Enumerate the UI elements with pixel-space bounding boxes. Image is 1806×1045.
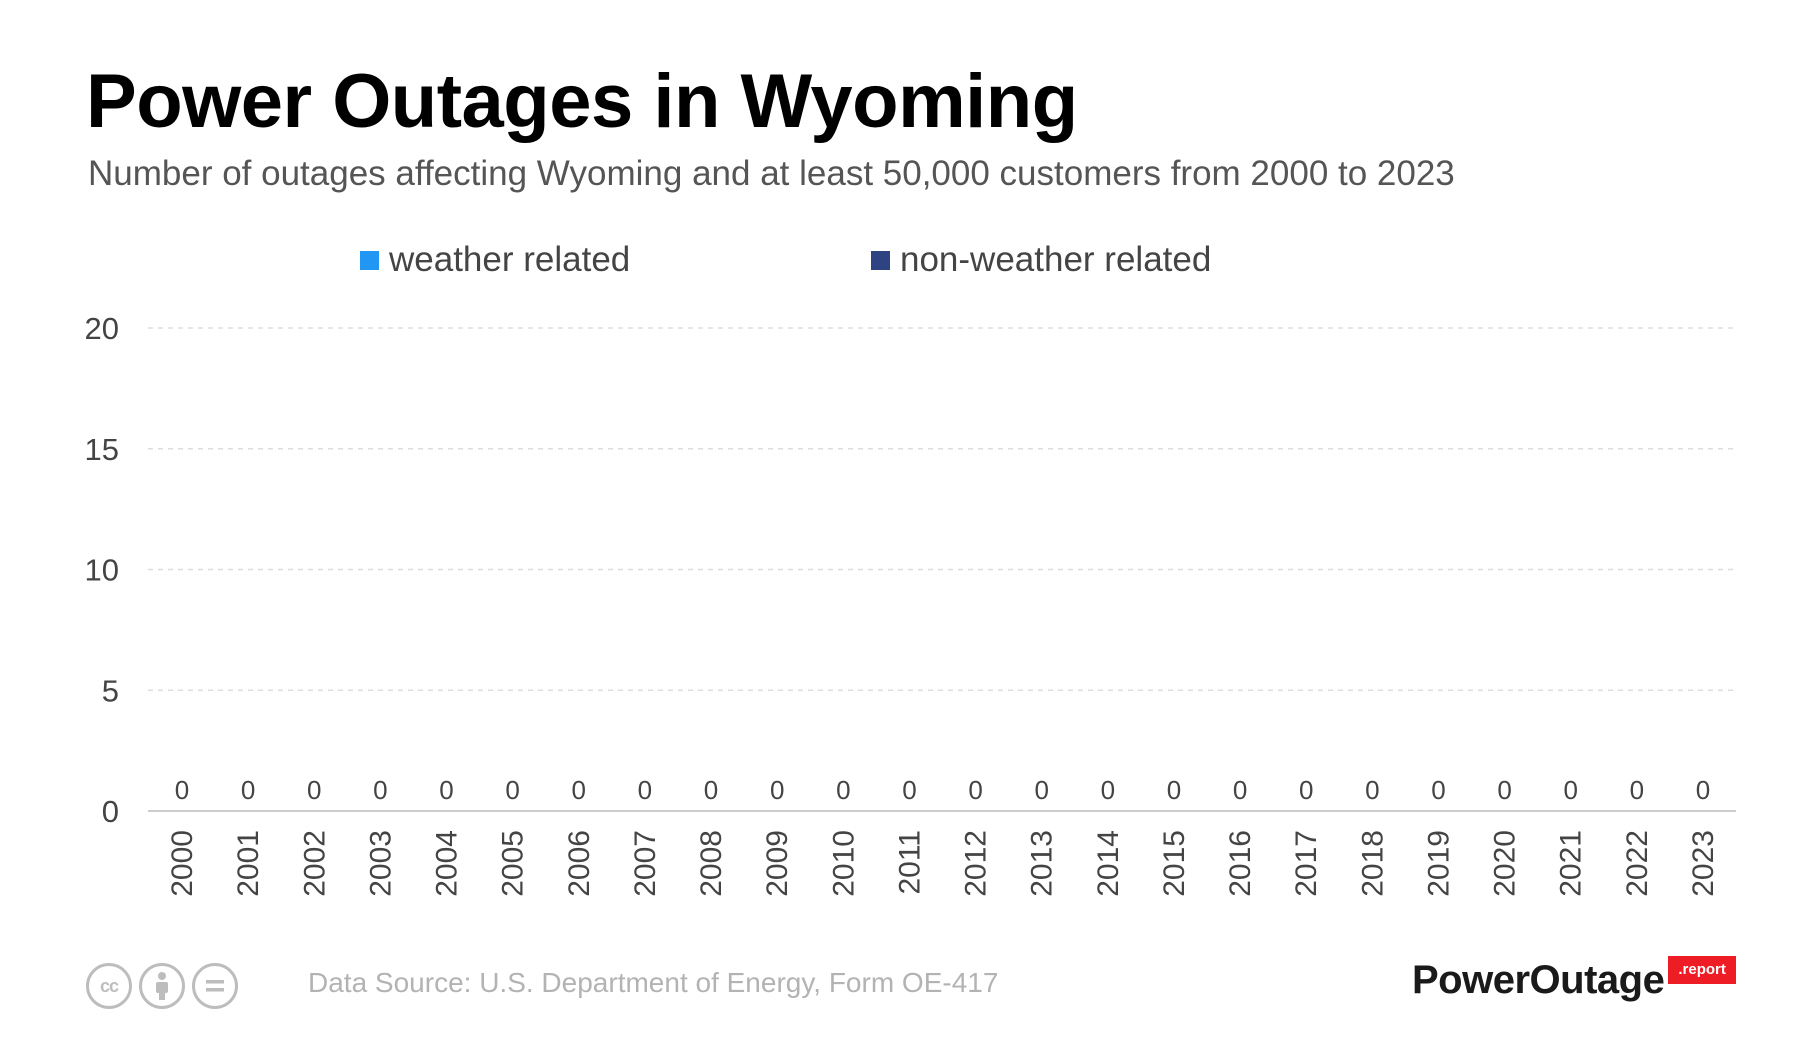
bar-value-label: 0 — [1431, 775, 1445, 805]
legend-swatch-weather — [360, 250, 379, 270]
bar-value-label: 0 — [1034, 775, 1048, 805]
x-tick-label: 2002 — [298, 830, 331, 897]
bar-value-label: 0 — [770, 775, 784, 805]
data-source-note: Data Source: U.S. Department of Energy, … — [308, 967, 999, 998]
cc-icon: cc — [86, 963, 132, 1009]
bar-value-label: 0 — [175, 775, 189, 805]
x-tick-label: 2000 — [166, 830, 199, 897]
x-tick-label: 2007 — [629, 830, 662, 897]
x-tick-label: 2008 — [695, 830, 728, 897]
bar-value-label: 0 — [1696, 775, 1710, 805]
x-tick-label: 2006 — [563, 830, 596, 897]
x-tick-label: 2014 — [1092, 830, 1125, 897]
x-tick-label: 2001 — [232, 830, 265, 897]
y-tick-label: 20 — [85, 311, 119, 346]
x-tick-label: 2011 — [893, 830, 926, 895]
bar-value-label: 0 — [902, 775, 916, 805]
x-tick-label: 2005 — [497, 830, 530, 897]
by-attribution-icon — [139, 963, 185, 1009]
x-tick-label: 2015 — [1158, 830, 1191, 897]
y-tick-label: 10 — [85, 553, 119, 588]
y-tick-label: 5 — [102, 673, 119, 708]
x-tick-label: 2010 — [827, 830, 860, 897]
nd-equals-icon — [192, 963, 238, 1009]
x-tick-label: 2013 — [1026, 830, 1059, 897]
x-tick-label: 2019 — [1422, 830, 1455, 897]
brand-badge: .report — [1668, 956, 1736, 984]
bar-value-label: 0 — [638, 775, 652, 805]
bar-value-label: 0 — [307, 775, 321, 805]
legend-item-weather: weather related — [360, 240, 630, 280]
x-axis-ticks: 2000 2001 2002 2003 2004 2005 2006 2007 2008 2009… — [166, 830, 1720, 897]
bar-value-label: 0 — [373, 775, 387, 805]
legend-swatch-non-weather — [871, 250, 890, 270]
x-tick-label: 2022 — [1621, 830, 1654, 897]
legend-item-non-weather: non-weather related — [871, 240, 1211, 280]
x-tick-label: 2020 — [1489, 830, 1522, 897]
x-tick-label: 2009 — [761, 830, 794, 897]
bar-value-label: 0 — [1299, 775, 1313, 805]
x-tick-label: 2016 — [1224, 830, 1257, 897]
x-tick-label: 2021 — [1555, 830, 1588, 897]
bar-value-label: 0 — [1630, 775, 1644, 805]
brand-name: PowerOutage — [1412, 958, 1665, 1002]
x-tick-label: 2003 — [364, 830, 397, 897]
bar-value-label: 0 — [1233, 775, 1247, 805]
legend-label-non-weather: non-weather related — [900, 240, 1212, 279]
x-tick-label: 2017 — [1290, 830, 1323, 897]
bar-value-label: 0 — [1167, 775, 1181, 805]
value-labels: 0 0 0 0 0 0 0 0 0 0 0 0 0 0 0 0 0 0 0 0 0 0 0 0 — [175, 775, 1710, 805]
bar-value-label: 0 — [1564, 775, 1578, 805]
bar-value-label: 0 — [968, 775, 982, 805]
bar-value-label: 0 — [704, 775, 718, 805]
bar-value-label: 0 — [836, 775, 850, 805]
bar-value-label: 0 — [1497, 775, 1511, 805]
bar-value-label: 0 — [1101, 775, 1115, 805]
x-tick-label: 2004 — [431, 830, 464, 897]
chart-title: Power Outages in Wyoming — [86, 59, 1078, 144]
x-tick-label: 2023 — [1687, 830, 1720, 897]
chart-subtitle: Number of outages affecting Wyoming and … — [88, 154, 1455, 193]
y-tick-label: 0 — [102, 794, 119, 829]
x-tick-label: 2018 — [1356, 830, 1389, 897]
bar-value-label: 0 — [439, 775, 453, 805]
license-icons: cc — [86, 963, 238, 1009]
gridlines — [148, 327, 1736, 812]
bar-value-label: 0 — [572, 775, 586, 805]
bar-value-label: 0 — [505, 775, 519, 805]
bar-value-label: 0 — [241, 775, 255, 805]
bar-value-label: 0 — [1365, 775, 1379, 805]
y-axis-ticks: 0 5 10 15 20 — [85, 311, 119, 829]
legend-label-weather: weather related — [389, 240, 631, 279]
y-tick-label: 15 — [85, 432, 119, 467]
brand-logo: PowerOutage .report — [1412, 956, 1736, 1003]
x-tick-label: 2012 — [960, 830, 993, 897]
